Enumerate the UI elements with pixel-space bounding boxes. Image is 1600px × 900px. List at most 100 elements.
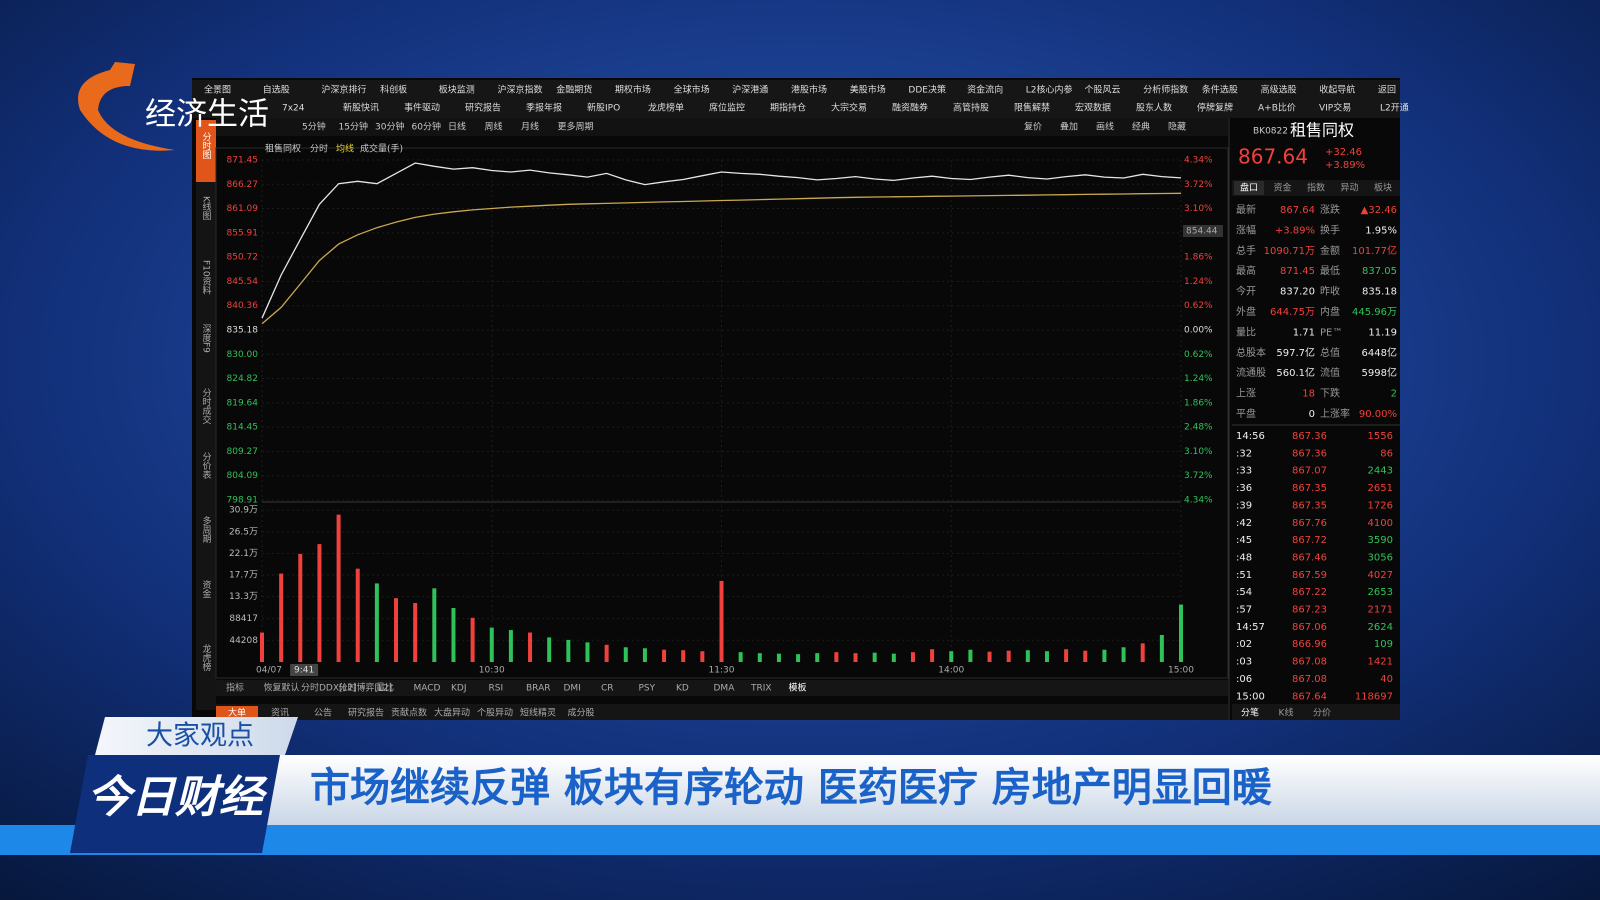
panel-tab[interactable]: 板块 [1374, 182, 1392, 194]
menu-item[interactable]: 高管持股 [953, 102, 989, 114]
indicator-tab[interactable]: KD [676, 684, 689, 694]
bottom-tab[interactable]: 短线精灵 [520, 707, 556, 719]
side-tab[interactable]: 多周期 [201, 515, 212, 544]
menu-item[interactable]: A+B比价 [1258, 102, 1296, 114]
indicator-tab[interactable]: 量比 [376, 682, 394, 694]
indicator-tab[interactable]: 恢复默认 [264, 682, 300, 694]
menu-item[interactable]: 分析师指数 [1143, 84, 1188, 96]
period-button[interactable]: 更多周期 [558, 121, 594, 133]
panel-tab[interactable]: 资金 [1273, 182, 1291, 194]
menu-item[interactable]: 沪深京指数 [498, 84, 543, 96]
period-button[interactable]: 30分钟 [375, 121, 404, 133]
period-button[interactable]: 月线 [521, 121, 539, 133]
bottom-tab[interactable]: 公告 [314, 707, 332, 719]
side-tab[interactable]: 深度F9 [201, 324, 212, 353]
period-button[interactable]: 60分钟 [412, 121, 441, 133]
side-tab[interactable]: F10资料 [201, 260, 212, 296]
panel-tab[interactable]: 盘口 [1240, 182, 1258, 194]
menu-item[interactable]: L2核心内参 [1026, 84, 1073, 96]
side-tab[interactable]: 分时成交 [201, 388, 212, 425]
indicator-tab[interactable]: RSI [489, 684, 504, 694]
menu-item[interactable]: 龙虎榜单 [648, 102, 684, 114]
indicator-tab[interactable]: CR [601, 684, 614, 694]
indicator-tab[interactable]: 分时博弈[L2] [339, 682, 393, 694]
period-button[interactable]: 5分钟 [302, 121, 326, 133]
indicator-tab[interactable]: 分时DDX[L2] [301, 682, 357, 694]
menu-item[interactable]: 返回 [1378, 84, 1396, 96]
menu-item[interactable]: VIP交易 [1319, 102, 1351, 114]
menu-item[interactable]: 融资融券 [892, 102, 928, 114]
tool-button[interactable]: 画线 [1096, 121, 1114, 133]
volume-bar [930, 649, 935, 662]
panel-bottom-tab[interactable]: 分价 [1313, 708, 1331, 719]
menu-item[interactable]: 沪深京排行 [321, 84, 366, 96]
bottom-tab[interactable]: 研究报告 [348, 707, 384, 719]
menu-item[interactable]: 金融期货 [556, 84, 592, 96]
tool-button[interactable]: 复价 [1024, 121, 1042, 133]
panel-tab[interactable]: 指数 [1307, 182, 1325, 194]
side-tab[interactable]: 分价表 [201, 452, 212, 480]
menu-item[interactable]: L2开通 [1380, 103, 1409, 114]
bottom-tab[interactable]: 资讯 [271, 708, 289, 719]
menu-item[interactable]: 个股风云 [1085, 85, 1121, 96]
period-button[interactable]: 15分钟 [339, 121, 368, 133]
pct-label: 1.24% [1184, 374, 1213, 384]
bottom-tab[interactable]: 大盘异动 [434, 707, 470, 719]
menu-item[interactable]: 季报年报 [526, 102, 562, 114]
menu-item[interactable]: 资金流向 [967, 84, 1003, 96]
panel-bottom-tab[interactable]: 分笔 [1241, 707, 1259, 719]
bottom-tab[interactable]: 个股异动 [477, 708, 513, 719]
panel-tab[interactable]: 异动 [1340, 183, 1358, 194]
menu-item[interactable]: 席位监控 [709, 102, 745, 114]
menu-item[interactable]: 港股市场 [791, 84, 827, 96]
indicator-tab[interactable]: MACD [414, 684, 441, 694]
indicator-tab[interactable]: KDJ [451, 684, 467, 694]
menu-item[interactable]: 高级选股 [1261, 84, 1297, 96]
menu-item[interactable]: 停牌复牌 [1197, 102, 1233, 114]
bottom-tab[interactable]: 大单 [228, 707, 246, 719]
menu-item[interactable]: 宏观数据 [1075, 102, 1111, 114]
menu-item[interactable]: 新股快讯 [343, 102, 379, 114]
side-tab[interactable]: 分时图 [201, 132, 212, 160]
menu-item[interactable]: 收起导航 [1319, 84, 1355, 96]
menu-item[interactable]: DDE决策 [908, 84, 946, 96]
indicator-tab[interactable]: 模板 [789, 682, 807, 694]
menu-item[interactable]: 研究报告 [465, 102, 501, 114]
indicator-tab[interactable]: DMA [714, 684, 736, 694]
menu-item[interactable]: 科创板 [380, 84, 407, 96]
menu-item[interactable]: 7x24 [282, 104, 305, 114]
menu-item[interactable]: 新股IPO [587, 102, 620, 114]
menu-item[interactable]: 自选股 [263, 84, 290, 96]
menu-item[interactable]: 股东人数 [1136, 102, 1172, 114]
side-tab[interactable]: 资金 [201, 580, 212, 598]
indicator-tab[interactable]: BRAR [526, 684, 550, 694]
menu-item[interactable]: 全景图 [204, 84, 231, 96]
tool-button[interactable]: 隐藏 [1168, 121, 1186, 133]
menu-item[interactable]: 限售解禁 [1014, 102, 1050, 114]
tool-button[interactable]: 叠加 [1060, 122, 1078, 133]
menu-item[interactable]: 期指持仓 [770, 102, 806, 114]
menu-item[interactable]: 大宗交易 [831, 102, 867, 114]
indicator-tab[interactable]: 指标 [226, 682, 244, 694]
volume-bar [968, 649, 973, 662]
indicator-tab[interactable]: DMI [564, 684, 581, 694]
menu-item[interactable]: 全球市场 [674, 84, 710, 96]
bottom-tab[interactable]: 贡献点数 [391, 707, 427, 719]
side-tab[interactable]: K线图 [201, 196, 212, 221]
period-button[interactable]: 周线 [485, 121, 503, 133]
y-tick-label: 835.18 [227, 326, 259, 336]
tool-button[interactable]: 经典 [1132, 121, 1150, 133]
tick-volume: 40 [1380, 674, 1393, 685]
indicator-tab[interactable]: TRIX [750, 684, 772, 694]
bottom-tab[interactable]: 成分股 [567, 707, 594, 719]
menu-item[interactable]: 事件驱动 [404, 102, 440, 114]
indicator-tab[interactable]: PSY [639, 684, 656, 694]
panel-bottom-tab[interactable]: K线 [1279, 707, 1294, 719]
period-button[interactable]: 日线 [448, 121, 466, 133]
menu-item[interactable]: 美股市场 [850, 84, 886, 96]
menu-item[interactable]: 沪深港通 [732, 84, 768, 96]
menu-item[interactable]: 板块监测 [439, 84, 475, 96]
side-tab[interactable]: 龙虎榜 [201, 643, 212, 672]
menu-item[interactable]: 期权市场 [615, 84, 651, 96]
menu-item[interactable]: 条件选股 [1202, 84, 1238, 96]
